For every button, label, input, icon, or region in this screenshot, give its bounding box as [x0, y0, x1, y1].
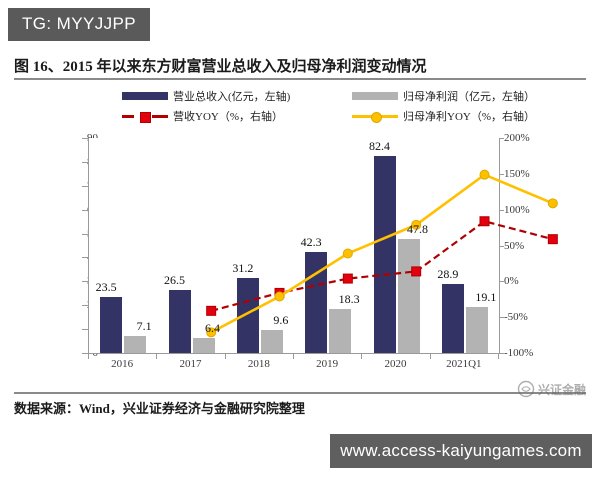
- legend-marker-circle-icon: [371, 111, 382, 123]
- bar-归母净利润-2017: [192, 337, 215, 353]
- y-axis-left-tick-mark: [82, 281, 88, 283]
- y-axis-right-tick-mark: [498, 138, 504, 139]
- data-label-归母净利润-2018: 9.6: [273, 313, 289, 328]
- legend-label-revenue: 营业总收入(亿元，左轴): [173, 91, 291, 103]
- y-axis-left-tick-mark: [82, 353, 88, 354]
- marker-营收YOY-2021Q1: [547, 234, 558, 245]
- site-watermark: www.access-kaiyungames.com: [330, 434, 592, 468]
- footer-divider: [14, 392, 586, 394]
- y-axis-right-tick: -50%: [504, 311, 528, 324]
- x-axis-separator: [293, 353, 294, 359]
- legend-item-revenue: 营业总收入(亿元，左轴): [122, 88, 290, 104]
- data-label-营业总收入-2021Q1: 28.9: [437, 266, 459, 281]
- y-axis-left-tick-mark: [82, 185, 88, 187]
- line-归母净利YOY: [210, 173, 554, 334]
- marker-营收YOY-2018: [342, 273, 353, 284]
- legend-label-netprofit-yoy: 归母净利YOY（%，右轴）: [403, 111, 535, 123]
- legend-swatch-revenue: [122, 92, 168, 100]
- data-label-归母净利润-2021Q1: 19.1: [475, 290, 497, 305]
- y-axis-right-tick-mark: [498, 245, 504, 247]
- data-label-归母净利润-2019: 18.3: [338, 292, 360, 307]
- bar-归母净利润-2021Q1: [465, 307, 488, 353]
- line-营收YOY: [210, 220, 554, 312]
- bar-归母净利润-2016: [124, 336, 147, 353]
- y-axis-right-tick-mark: [498, 317, 504, 319]
- y-axis-left-tick-mark: [82, 138, 88, 139]
- y-axis-left-tick-mark: [82, 329, 88, 331]
- bar-营业总收入-2020: [373, 156, 396, 353]
- x-axis-separator: [498, 353, 499, 359]
- y-axis-right-tick: -100%: [504, 347, 534, 359]
- source-note: 数据来源：Wind，兴业证券经济与金融研究院整理: [14, 401, 305, 416]
- x-axis-separator: [224, 353, 226, 359]
- y-axis-right-tick: 50%: [504, 239, 525, 252]
- y-axis-left-tick-mark: [82, 233, 88, 235]
- x-axis-tick-2017: 2017: [179, 358, 202, 370]
- tg-overlay-tag: TG: MYYJJPP: [8, 8, 150, 41]
- x-axis-tick-2019: 2019: [316, 358, 339, 370]
- legend-item-revenue-yoy: 营收YOY（%，右轴）: [122, 108, 283, 124]
- data-label-营业总收入-2019: 42.3: [300, 234, 322, 249]
- bar-归母净利润-2018: [260, 330, 283, 353]
- logo-mark-icon: [517, 380, 535, 398]
- bar-营业总收入-2018: [236, 278, 259, 353]
- brand-logo: 兴证金融: [517, 380, 586, 398]
- chart-plot-area: 0102030405060708090 -100%-50%0%50%100%15…: [0, 130, 600, 380]
- marker-营收YOY-2020: [479, 216, 490, 227]
- x-axis-tick-2018: 2018: [247, 358, 270, 370]
- marker-归母净利YOY-2017: [274, 291, 285, 302]
- figure-title: 图 16、2015 年以来东方财富营业总收入及归母净利润变动情况: [14, 59, 427, 75]
- x-axis-tick-2016: 2016: [111, 358, 134, 370]
- data-label-归母净利润-2017: 6.4: [205, 320, 220, 335]
- y-axis-right-tick: 200%: [504, 132, 530, 144]
- data-label-归母净利润-2016: 7.1: [136, 319, 152, 334]
- legend-label-netprofit: 归母净利润（亿元，左轴）: [403, 91, 535, 103]
- legend-swatch-netprofit: [352, 92, 398, 100]
- marker-营收YOY-2019: [411, 266, 422, 277]
- title-divider: [14, 78, 586, 80]
- legend-line-revenue-yoy: [122, 111, 168, 123]
- data-label-营业总收入-2018: 31.2: [232, 261, 254, 276]
- data-label-营业总收入-2016: 23.5: [95, 279, 117, 294]
- marker-营收YOY-2016: [206, 305, 217, 316]
- marker-归母净利YOY-2020: [479, 169, 490, 180]
- y-axis-right-tick-mark: [498, 281, 504, 283]
- y-axis-right-tick-mark: [498, 209, 504, 211]
- bar-营业总收入-2016: [100, 296, 123, 353]
- data-label-归母净利润-2020: 47.8: [407, 221, 428, 236]
- y-axis-left-tick-mark: [82, 161, 88, 163]
- marker-归母净利YOY-2018: [342, 248, 353, 259]
- legend-item-netprofit: 归母净利润（亿元，左轴）: [352, 88, 535, 104]
- y-axis-right-tick-mark: [498, 173, 504, 175]
- marker-归母净利YOY-2019: [411, 219, 422, 230]
- plot-canvas: [88, 138, 558, 354]
- bar-营业总收入-2021Q1: [441, 283, 464, 353]
- y-axis-right-tick: 150%: [504, 167, 530, 180]
- bar-营业总收入-2017: [168, 289, 191, 353]
- x-axis-tick-2020: 2020: [384, 358, 407, 370]
- legend-line-netprofit-yoy: [352, 111, 398, 123]
- lines-layer: [206, 169, 558, 338]
- y-axis-right-tick-mark: [498, 353, 504, 354]
- x-axis-tick-2021Q1: 2021Q1: [446, 358, 482, 370]
- marker-归母净利YOY-2021Q1: [547, 198, 558, 209]
- data-label-营业总收入-2017: 26.5: [164, 272, 185, 287]
- y-axis-left-tick-mark: [82, 209, 88, 211]
- x-axis-separator: [156, 353, 158, 359]
- legend-item-netprofit-yoy: 归母净利YOY（%，右轴）: [352, 108, 535, 124]
- x-axis-separator: [429, 353, 431, 359]
- x-axis-separator: [88, 353, 89, 359]
- y-axis-left-tick-mark: [82, 257, 88, 259]
- bar-归母净利润-2019: [329, 309, 352, 353]
- y-axis-right-tick: 0%: [504, 275, 519, 288]
- logo-text: 兴证金融: [537, 382, 586, 397]
- y-axis-right-tick: 100%: [504, 203, 530, 216]
- chart-legend: 营业总收入(亿元，左轴) 营收YOY（%，右轴） 归母净利润（亿元，左轴） 归母…: [14, 86, 586, 130]
- legend-label-revenue-yoy: 营收YOY（%，右轴）: [173, 111, 283, 123]
- marker-归母净利YOY-2016: [206, 327, 217, 338]
- data-label-营业总收入-2020: 82.4: [369, 139, 390, 154]
- legend-marker-square-icon: [140, 111, 151, 123]
- x-axis-separator: [361, 353, 363, 359]
- y-axis-left-tick-mark: [82, 305, 88, 307]
